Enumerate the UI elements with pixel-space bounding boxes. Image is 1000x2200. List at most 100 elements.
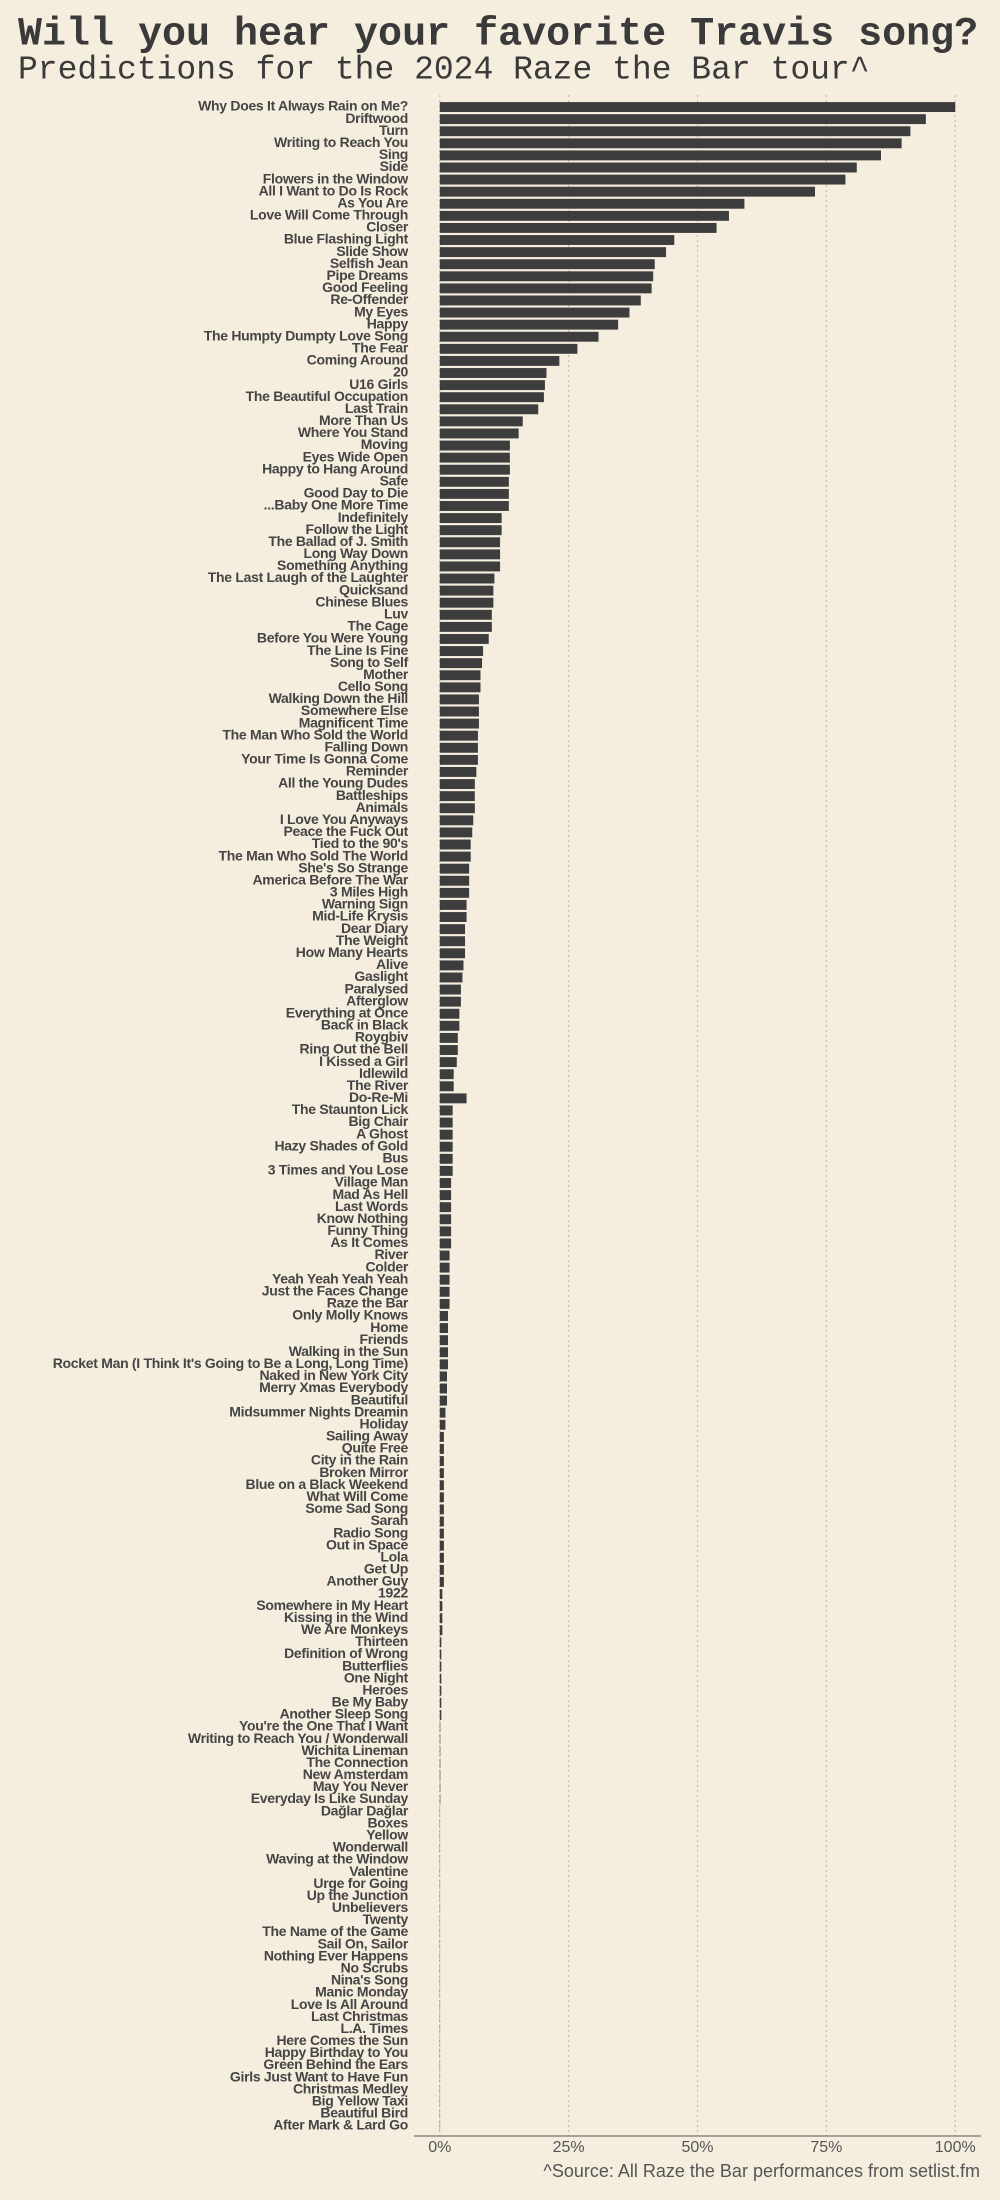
bar [439, 1613, 443, 1624]
bar [439, 247, 667, 258]
y-tick-label: I Love You Anyways [280, 811, 409, 827]
bar [439, 235, 675, 245]
y-tick-label: All the Young Dudes [278, 775, 408, 791]
y-tick-label: Sarah [371, 1512, 408, 1528]
y-tick-label: Dear Diary [341, 920, 409, 936]
bar [439, 380, 545, 391]
y-tick-label: Warning Sign [322, 896, 408, 912]
y-tick-label: Battleships [336, 787, 409, 803]
bar [439, 186, 816, 197]
y-tick-label: Love Is All Around [291, 1996, 408, 2012]
y-tick-label: How Many Hearts [296, 944, 409, 960]
bar [439, 899, 467, 910]
y-tick-label: Blue on a Black Weekend [246, 1476, 408, 1492]
y-tick-label: Safe [380, 473, 409, 489]
bar [439, 1528, 444, 1539]
y-tick-label: Up the Junction [307, 1887, 408, 1903]
y-tick-label: Manic Monday [315, 1984, 408, 2000]
y-tick-label: Thirteen [355, 1633, 408, 1649]
bar [439, 259, 655, 270]
bar [439, 851, 471, 862]
bar [439, 718, 479, 729]
bar [439, 1093, 467, 1104]
bar [439, 549, 501, 560]
y-tick-label: The Name of the Game [262, 1923, 408, 1939]
y-tick-label: Something Anything [277, 557, 408, 573]
y-tick-label: As You Are [337, 194, 408, 210]
bar [439, 355, 560, 366]
bar [439, 404, 539, 415]
bar [439, 658, 483, 669]
y-tick-label: The Beautiful Occupation [246, 388, 408, 404]
bar [439, 863, 470, 874]
bar [439, 1105, 453, 1116]
bar [439, 960, 464, 971]
bar [439, 525, 502, 536]
y-tick-label: May You Never [313, 1778, 409, 1794]
bar [439, 138, 902, 149]
bar [439, 174, 846, 185]
y-tick-label: Home [370, 1319, 408, 1335]
y-tick-label: My Eyes [354, 303, 408, 319]
y-tick-label: Radio Song [333, 1524, 408, 1540]
y-tick-label: Urge for Going [313, 1875, 408, 1891]
y-tick-label: Broken Mirror [319, 1464, 409, 1480]
bar [439, 1601, 443, 1612]
bar [439, 936, 466, 947]
chart-title: Will you hear your favorite Travis song? [18, 13, 978, 58]
y-tick-label: Eyes Wide Open [303, 448, 408, 464]
bar [439, 1480, 444, 1491]
bar [439, 1323, 449, 1334]
y-tick-label: Roygbiv [355, 1029, 409, 1045]
bar [439, 1141, 453, 1152]
bar [439, 1673, 442, 1684]
bar [439, 1504, 444, 1515]
y-tick-label: Beautiful Bird [320, 2105, 408, 2121]
bar [439, 754, 478, 765]
y-tick-label: Paralysed [345, 980, 408, 996]
y-tick-label: Definition of Wrong [284, 1645, 408, 1661]
y-tick-label: Everyday Is Like Sunday [251, 1790, 409, 1806]
bar [439, 1576, 444, 1587]
bar [439, 1165, 453, 1176]
bar [439, 839, 471, 850]
bar [439, 1516, 444, 1527]
bar [439, 1564, 444, 1575]
y-tick-label: Reminder [346, 763, 409, 779]
bar [439, 464, 510, 475]
y-tick-label: Love Will Come Through [250, 207, 408, 223]
y-tick-label: Side [380, 158, 409, 174]
bar [439, 597, 494, 608]
bar [439, 1190, 452, 1201]
y-tick-label: Unbelievers [332, 1899, 409, 1915]
y-tick-label: Another Sleep Song [280, 1706, 408, 1722]
y-tick-label: She's So Strange [298, 859, 408, 875]
bar [439, 501, 509, 511]
bar [439, 537, 501, 548]
y-tick-label: Yellow [366, 1827, 408, 1843]
y-tick-label: America Before The War [253, 871, 409, 887]
y-tick-label: Walking in the Sun [289, 1343, 408, 1359]
y-tick-label: Funny Thing [327, 1222, 408, 1238]
y-tick-label: Chinese Blues [315, 593, 408, 609]
y-tick-label: Ring Out the Bell [300, 1041, 408, 1057]
y-tick-label: Only Molly Knows [292, 1307, 408, 1323]
y-tick-label: Slide Show [336, 243, 408, 259]
y-tick-label: The Ballad of J. Smith [268, 533, 408, 549]
y-tick-label: Peace the Fuck Out [283, 823, 408, 839]
y-tick-label: Do-Re-Mi [349, 1089, 408, 1105]
y-tick-label: Girls Just Want to Have Fun [230, 2068, 408, 2084]
y-tick-label: Animals [356, 799, 409, 815]
y-tick-label: Last Words [335, 1198, 408, 1214]
bar [439, 585, 494, 596]
y-tick-label: New Amsterdam [303, 1766, 408, 1782]
bar [439, 1649, 442, 1660]
bar [439, 1262, 450, 1273]
y-tick-label: Just the Faces Change [262, 1282, 409, 1298]
bar [439, 1117, 453, 1128]
y-tick-label: Gaslight [354, 968, 408, 984]
bar [439, 1407, 446, 1418]
y-tick-label: Big Chair [348, 1113, 408, 1129]
y-tick-label: Kissing in the Wind [284, 1609, 408, 1625]
y-tick-label: Rocket Man (I Think It's Going to Be a L… [53, 1355, 408, 1371]
